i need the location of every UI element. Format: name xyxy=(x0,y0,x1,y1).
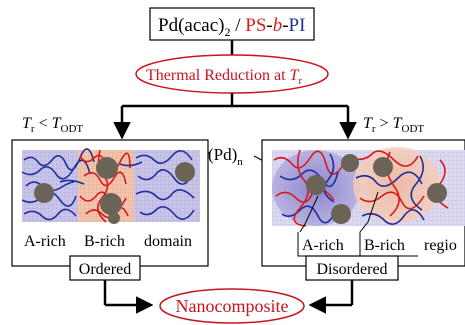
right-condition: Tr > TODT xyxy=(363,115,424,135)
nanocomposite-node: Nanocomposite xyxy=(159,288,305,324)
pd-cluster-label: (Pd)n xyxy=(208,145,243,168)
thermal-reduction-label: Thermal Reduction at Tr xyxy=(146,67,302,87)
pd-particles-left xyxy=(34,157,195,224)
b-rich-label: B-rich xyxy=(84,233,125,250)
a-rich-pointer xyxy=(299,195,319,233)
region-label: regio xyxy=(424,237,457,254)
domain-label: domain xyxy=(144,233,192,250)
pd-particle xyxy=(175,162,195,182)
a-rich-region-right xyxy=(134,150,200,222)
pd-particle xyxy=(427,183,447,203)
ordered-panel: A-rich B-rich domain xyxy=(11,139,209,267)
disordered-state-box: Disordered xyxy=(305,255,399,281)
pd-particle xyxy=(96,157,118,179)
thermal-reduction-node: Thermal Reduction at Tr xyxy=(135,54,329,94)
a-rich-label: A-rich xyxy=(24,233,66,250)
b-rich-pointer xyxy=(359,191,379,233)
pd-particle xyxy=(34,183,54,203)
pd-particle xyxy=(341,154,359,172)
disordered-label: Disordered xyxy=(316,261,387,278)
ordered-state-box: Ordered xyxy=(69,255,141,281)
precursor-label: Pd(acac)2 / PS-b-PI xyxy=(158,15,305,39)
disordered-panel: A-rich B-rich regio xyxy=(261,139,465,267)
precursor-box: Pd(acac)2 / PS-b-PI xyxy=(149,7,315,41)
nanocomposite-label: Nanocomposite xyxy=(176,296,289,316)
pd-particle xyxy=(373,157,393,177)
pd-particle xyxy=(108,212,120,224)
ordered-label: Ordered xyxy=(79,261,131,278)
pd-particles-right xyxy=(306,154,447,224)
pd-particle xyxy=(331,204,351,224)
b-rich-label-right: B-rich xyxy=(364,237,405,254)
a-rich-label-right: A-rich xyxy=(302,237,344,254)
left-condition: Tr < TODT xyxy=(22,115,83,135)
pd-particle xyxy=(306,175,326,195)
pd-particle xyxy=(100,193,122,215)
